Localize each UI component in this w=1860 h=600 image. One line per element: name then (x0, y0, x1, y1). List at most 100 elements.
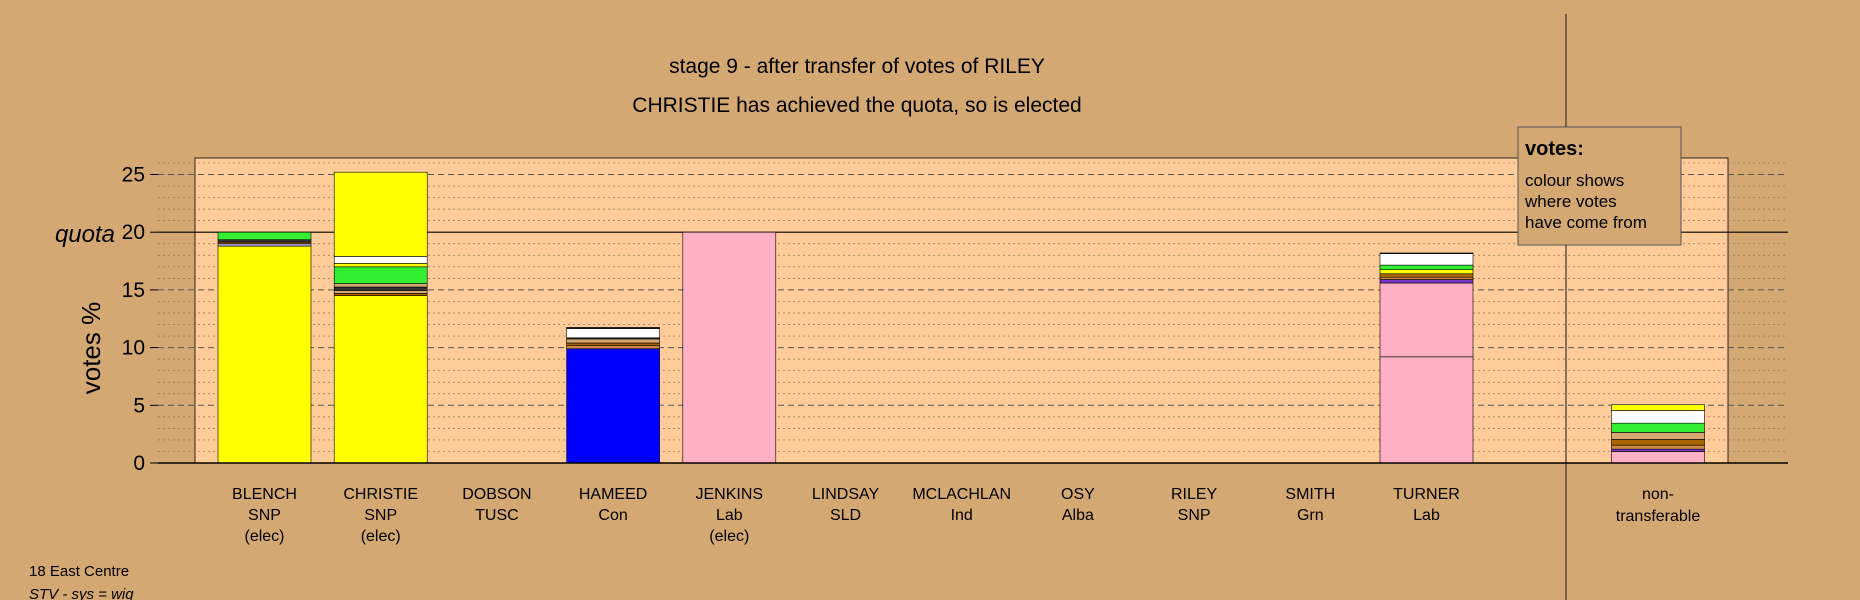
footer-line-2: STV - sys = wig (29, 586, 134, 600)
candidate-party: Alba (1062, 507, 1094, 524)
y-tick-label: 15 (122, 279, 145, 302)
candidate-party: SNP (248, 507, 281, 524)
bar-turner (1379, 252, 1474, 464)
category-label: TURNER Lab (1393, 486, 1460, 524)
bar-segment (566, 338, 660, 344)
bar-segment (1611, 451, 1705, 464)
bar-hameed (566, 327, 660, 464)
bar-segment (1379, 252, 1474, 254)
bar-segment (566, 348, 660, 464)
bar-segment (1379, 282, 1474, 358)
category-label: CHRISTIE SNP (elec) (343, 486, 418, 545)
candidate-party: Lab (716, 507, 743, 524)
bar-segment (217, 245, 312, 464)
bar-segment (1379, 279, 1474, 284)
nontransferable-label: non- transferable (1616, 486, 1701, 525)
gridlines (158, 162, 1788, 452)
candidate-name: DOBSON (462, 486, 531, 503)
chart-subtitle: CHRISTIE has achieved the quota, so is e… (632, 94, 1081, 117)
candidate-party: Con (598, 507, 627, 524)
legend-heading: votes: (1525, 138, 1584, 160)
bar-segment (1379, 253, 1474, 266)
y-tick-label: 20 (122, 221, 145, 244)
y-axis-ticks: 0 5 10 15 20 25 (122, 164, 158, 475)
bar-segment (1379, 356, 1474, 464)
legend-line-3: have come from (1525, 213, 1647, 232)
bars (217, 171, 1705, 464)
y-tick-label: 5 (133, 394, 145, 417)
bar-segment (566, 327, 660, 329)
candidate-party: Ind (951, 507, 973, 524)
bar-segment (1379, 269, 1474, 275)
candidate-note: (elec) (361, 528, 401, 545)
candidate-note: (elec) (244, 528, 284, 545)
bar-segment (333, 263, 428, 268)
bar-segment (333, 295, 428, 464)
bar-segment (217, 243, 312, 247)
category-label: JENKINS Lab (elec) (696, 486, 764, 545)
category-label: MCLACHLAN Ind (912, 486, 1011, 524)
category-label: OSY Alba (1061, 486, 1095, 524)
category-label: RILEY SNP (1171, 486, 1218, 524)
bar-segment (566, 328, 660, 339)
candidate-party: TUSC (475, 507, 519, 524)
category-label: HAMEED Con (579, 486, 647, 524)
candidate-name: OSY (1061, 486, 1095, 503)
bar-segment (1611, 432, 1705, 440)
y-tick-label: 25 (122, 164, 145, 187)
category-label: SMITH Grn (1285, 486, 1335, 524)
bar-segment (1611, 422, 1705, 433)
category-label: LINDSAY SLD (812, 486, 880, 524)
bar-segment (217, 239, 312, 243)
candidate-name: HAMEED (579, 486, 647, 503)
y-axis-label: votes % (76, 302, 106, 395)
bar-segment (217, 231, 312, 241)
legend-line-1: colour shows (1525, 171, 1624, 190)
legend-line-2: where votes (1524, 192, 1617, 211)
candidate-party: SNP (1178, 507, 1211, 524)
candidate-party: Grn (1297, 507, 1324, 524)
legend-box (1517, 126, 1682, 246)
bar-segment (1611, 410, 1705, 424)
bar-segment (333, 286, 428, 291)
bar-segment (566, 342, 660, 346)
category-labels: BLENCH SNP (elec) CHRISTIE SNP (elec) DOBSON TU… (232, 486, 1460, 545)
bar-segment (1611, 444, 1705, 450)
bar-christie (333, 171, 428, 464)
bar-segment (333, 266, 428, 284)
y-tick-label: 0 (133, 452, 145, 475)
candidate-note: (elec) (709, 528, 749, 545)
bar-segment (1611, 404, 1705, 411)
bar-segment (1379, 264, 1474, 271)
bar-nontransferable (1611, 404, 1705, 464)
quota-label: quota (55, 221, 115, 248)
y-tick-label: 10 (122, 337, 145, 360)
bar-segment (333, 256, 428, 264)
bar-segment (682, 231, 777, 464)
bar-segment (333, 171, 428, 257)
bar-segment (333, 290, 428, 294)
category-label: BLENCH SNP (elec) (232, 486, 297, 545)
candidate-name: JENKINS (696, 486, 764, 503)
footer-line-1: 18 East Centre (29, 563, 129, 580)
candidate-name: MCLACHLAN (912, 486, 1011, 503)
candidate-name: RILEY (1171, 486, 1218, 503)
candidate-name: SMITH (1285, 486, 1335, 503)
candidate-name: BLENCH (232, 486, 297, 503)
nontransferable-label-line2: transferable (1616, 508, 1701, 525)
chart-title: stage 9 - after transfer of votes of RIL… (669, 55, 1045, 78)
bar-segment (1379, 276, 1474, 280)
candidate-party: Lab (1413, 507, 1440, 524)
bar-segment (333, 283, 428, 288)
candidate-name: LINDSAY (812, 486, 880, 503)
category-label: DOBSON TUSC (462, 486, 531, 524)
candidate-name: CHRISTIE (343, 486, 418, 503)
candidate-party: SLD (830, 507, 861, 524)
bar-blench (217, 231, 312, 464)
bar-segment (1611, 448, 1705, 452)
bar-segment (566, 344, 660, 350)
candidate-party: SNP (364, 507, 397, 524)
legend: votes: colour shows where votes have com… (1517, 126, 1682, 246)
bar-segment (333, 293, 428, 296)
